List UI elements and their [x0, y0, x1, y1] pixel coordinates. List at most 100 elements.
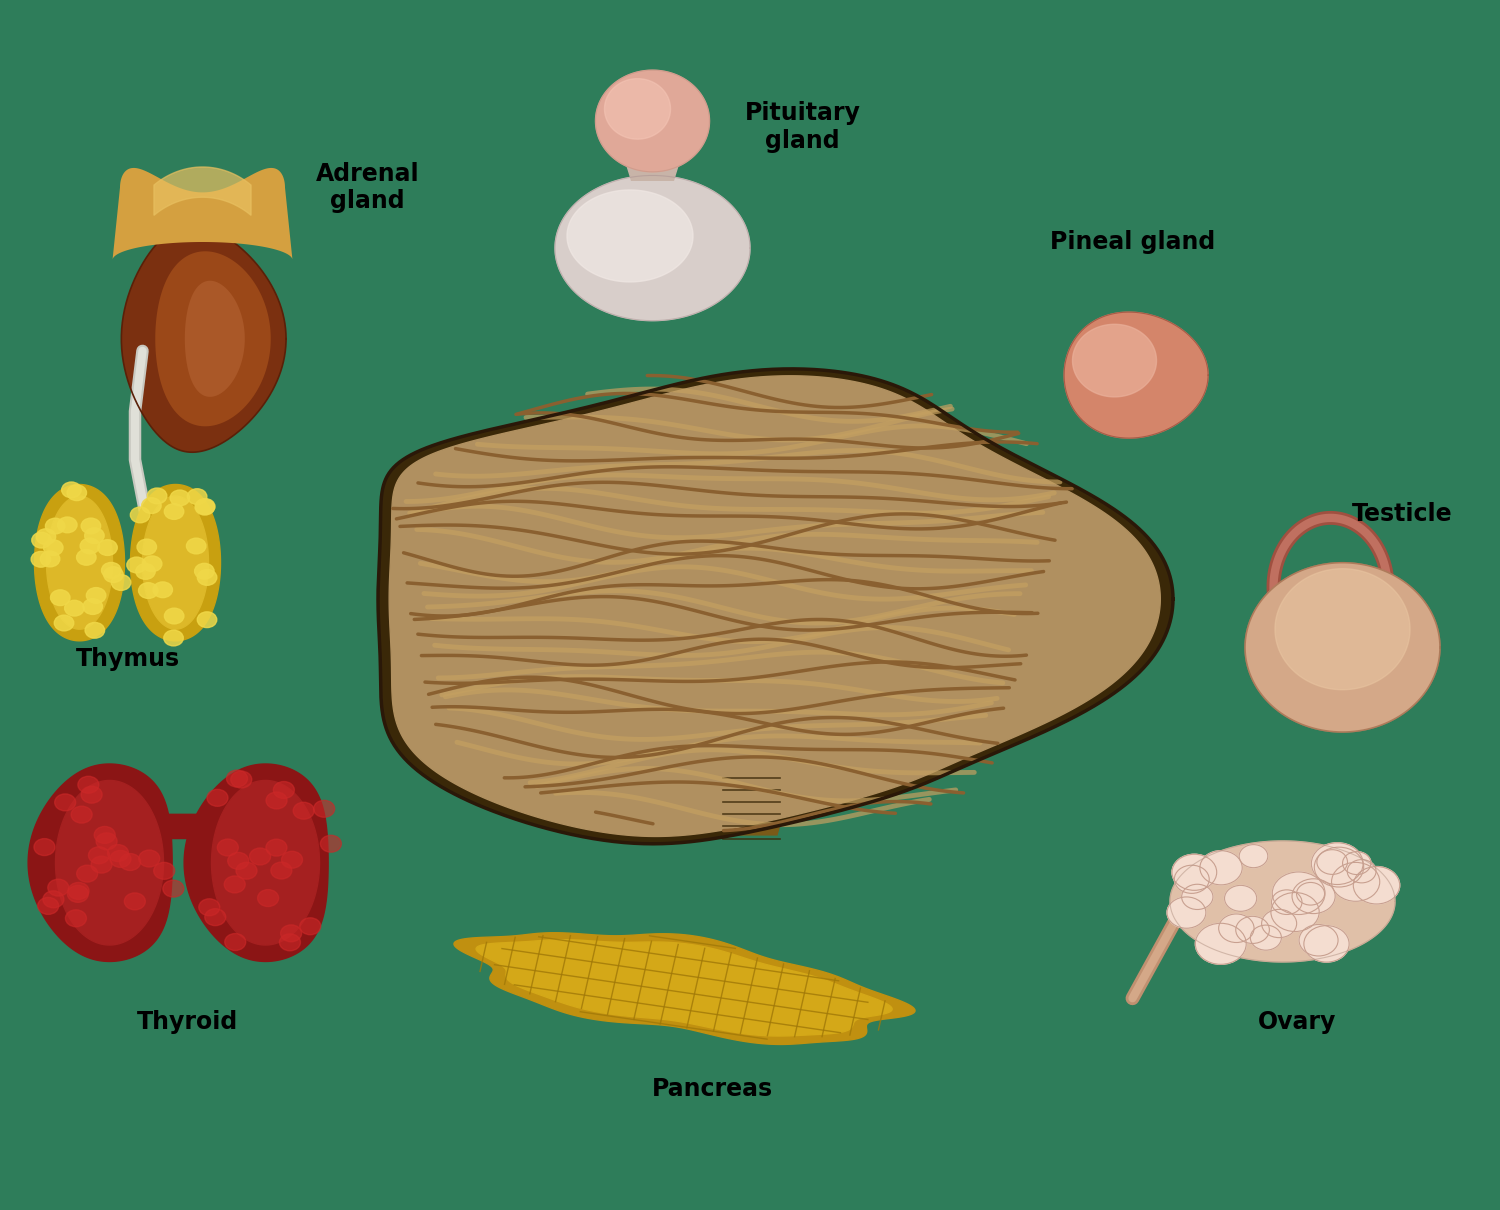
Circle shape — [48, 880, 69, 897]
Polygon shape — [1170, 841, 1395, 962]
Circle shape — [135, 564, 154, 580]
Circle shape — [272, 862, 292, 878]
Circle shape — [1304, 926, 1348, 962]
Circle shape — [1174, 865, 1209, 893]
Polygon shape — [454, 933, 915, 1044]
Circle shape — [88, 847, 110, 864]
Circle shape — [1196, 923, 1246, 964]
Circle shape — [1342, 852, 1371, 875]
Circle shape — [266, 840, 286, 857]
Circle shape — [153, 582, 173, 598]
Circle shape — [54, 615, 74, 630]
Polygon shape — [130, 484, 220, 641]
Circle shape — [130, 507, 150, 523]
Polygon shape — [122, 225, 286, 453]
Polygon shape — [388, 376, 1161, 836]
Polygon shape — [717, 756, 788, 835]
Circle shape — [188, 489, 207, 505]
Circle shape — [228, 852, 249, 869]
Circle shape — [217, 839, 238, 855]
Circle shape — [164, 630, 183, 646]
Circle shape — [104, 566, 123, 582]
Circle shape — [81, 518, 100, 534]
Text: Testicle: Testicle — [1352, 502, 1454, 526]
Circle shape — [1236, 916, 1269, 944]
Circle shape — [1224, 886, 1257, 911]
Circle shape — [195, 564, 214, 580]
Circle shape — [128, 557, 147, 572]
Circle shape — [92, 857, 112, 874]
Circle shape — [1218, 914, 1254, 943]
Circle shape — [138, 851, 159, 868]
Polygon shape — [604, 79, 670, 139]
Circle shape — [292, 802, 314, 819]
Circle shape — [1272, 872, 1324, 915]
Circle shape — [165, 503, 184, 519]
Circle shape — [32, 552, 51, 567]
Circle shape — [57, 517, 76, 532]
Circle shape — [64, 600, 84, 616]
Circle shape — [38, 898, 58, 915]
Circle shape — [1239, 845, 1268, 868]
Text: Thymus: Thymus — [75, 647, 180, 672]
Circle shape — [120, 853, 141, 870]
Circle shape — [44, 891, 64, 908]
Circle shape — [1347, 859, 1376, 883]
Circle shape — [170, 490, 189, 506]
Circle shape — [68, 882, 88, 899]
Circle shape — [68, 485, 87, 501]
Polygon shape — [46, 496, 112, 629]
Circle shape — [236, 863, 256, 880]
Circle shape — [1353, 866, 1400, 904]
Circle shape — [300, 917, 321, 934]
Circle shape — [231, 771, 252, 788]
Circle shape — [62, 482, 81, 497]
Circle shape — [102, 563, 122, 578]
Circle shape — [138, 583, 158, 599]
Circle shape — [266, 793, 286, 809]
Circle shape — [280, 924, 302, 941]
Circle shape — [186, 538, 206, 554]
Circle shape — [195, 500, 214, 515]
Circle shape — [1182, 885, 1214, 910]
Polygon shape — [378, 369, 1173, 843]
Circle shape — [51, 589, 70, 605]
Circle shape — [1311, 843, 1364, 885]
Circle shape — [142, 555, 162, 571]
Circle shape — [165, 609, 184, 624]
Polygon shape — [476, 940, 892, 1036]
Circle shape — [200, 899, 220, 916]
Circle shape — [273, 782, 294, 799]
Circle shape — [164, 880, 184, 897]
Circle shape — [198, 612, 217, 628]
Polygon shape — [184, 281, 244, 397]
Circle shape — [1251, 926, 1281, 950]
Circle shape — [40, 551, 60, 566]
Circle shape — [141, 497, 160, 513]
Circle shape — [124, 893, 146, 910]
Polygon shape — [56, 780, 164, 945]
Circle shape — [258, 889, 279, 906]
Circle shape — [282, 852, 303, 869]
Circle shape — [153, 863, 174, 880]
Circle shape — [32, 532, 51, 548]
Text: Adrenal
gland: Adrenal gland — [315, 162, 420, 213]
Circle shape — [68, 886, 88, 903]
Polygon shape — [34, 484, 124, 641]
Polygon shape — [142, 496, 208, 629]
Polygon shape — [154, 167, 251, 215]
Circle shape — [249, 848, 270, 865]
Circle shape — [1272, 889, 1302, 915]
Circle shape — [87, 588, 106, 604]
Circle shape — [1299, 924, 1338, 956]
Circle shape — [96, 832, 117, 849]
Circle shape — [111, 575, 130, 590]
Circle shape — [84, 528, 104, 543]
Circle shape — [224, 876, 245, 893]
Text: Thyroid: Thyroid — [136, 1010, 238, 1035]
Circle shape — [206, 909, 226, 926]
Circle shape — [1317, 849, 1347, 875]
Circle shape — [94, 826, 116, 843]
Circle shape — [76, 549, 96, 565]
Circle shape — [1292, 878, 1335, 914]
